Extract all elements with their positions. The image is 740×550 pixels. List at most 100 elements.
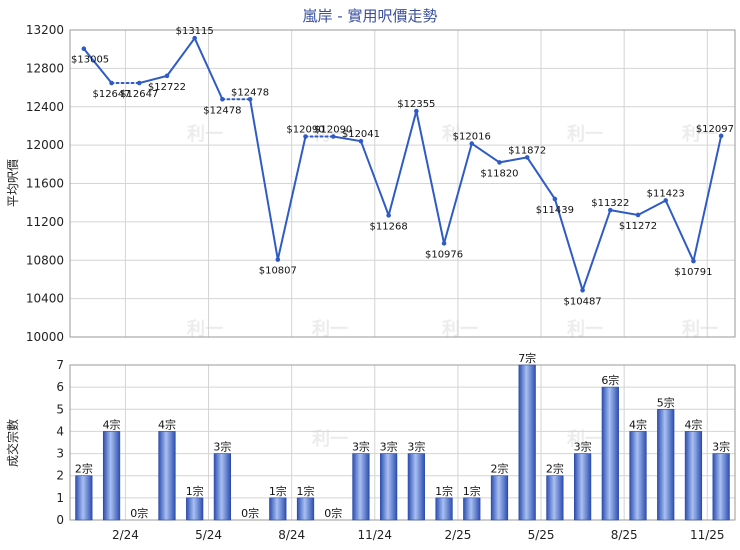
price-point xyxy=(718,133,724,139)
price-line-segment xyxy=(664,199,695,263)
count-data-label: 3宗 xyxy=(407,440,425,454)
price-y-tick-label: 10400 xyxy=(26,292,64,306)
x-tick-label: 5/24 xyxy=(195,528,222,542)
count-data-label: 3宗 xyxy=(213,440,231,454)
price-y-axis-label: 平均呎價 xyxy=(6,159,20,207)
price-y-tick-label: 11600 xyxy=(26,177,64,191)
price-point xyxy=(275,257,281,262)
watermark-text: 利一 xyxy=(442,318,478,340)
price-line-segment xyxy=(249,98,279,261)
count-data-label: 3宗 xyxy=(574,440,592,454)
count-y-tick-label: 0 xyxy=(56,513,64,527)
count-data-label: 0宗 xyxy=(130,506,148,520)
price-point xyxy=(330,134,336,139)
price-data-label: $12097 xyxy=(696,124,734,135)
count-data-label: 4宗 xyxy=(103,417,121,431)
count-data-label: 1宗 xyxy=(186,484,204,498)
count-bar xyxy=(573,453,592,521)
count-bar xyxy=(186,497,204,521)
count-bar xyxy=(102,431,121,521)
price-data-label: $13005 xyxy=(71,55,109,66)
x-tick-label: 8/24 xyxy=(278,528,305,542)
price-point xyxy=(691,258,696,264)
count-data-label: 1宗 xyxy=(297,484,315,498)
count-y-tick-label: 1 xyxy=(56,491,64,505)
watermark-text: 利一 xyxy=(187,123,223,145)
count-bar xyxy=(490,475,509,521)
count-plot-frame xyxy=(69,364,736,521)
count-bar xyxy=(601,386,619,521)
price-line-panel: 10000 10400 10800 11200 11600 12000 12400 12800… xyxy=(26,23,736,344)
count-y-tick-label: 7 xyxy=(56,358,64,372)
price-point xyxy=(164,73,170,79)
x-tick-label: 5/25 xyxy=(528,528,555,542)
chart-title: 嵐岸 - 實用呎價走勢 xyxy=(303,7,438,25)
count-bar xyxy=(296,497,315,521)
count-y-tick-label: 6 xyxy=(56,380,64,394)
price-line-segment xyxy=(276,135,307,261)
price-line-segment xyxy=(82,47,113,85)
count-data-label: 0宗 xyxy=(241,506,259,520)
price-point xyxy=(136,80,142,86)
price-line-segment xyxy=(332,135,362,143)
price-point xyxy=(580,287,585,293)
count-data-label: 5宗 xyxy=(657,395,675,409)
price-point xyxy=(608,207,613,213)
price-data-label: $11820 xyxy=(480,168,518,179)
count-y-tick-label: 5 xyxy=(56,402,64,416)
count-data-label: 1宗 xyxy=(435,484,453,498)
watermark-text: 利一 xyxy=(442,123,478,145)
watermark-text: 利一 xyxy=(312,428,348,450)
count-data-label: 4宗 xyxy=(684,417,702,431)
count-bar xyxy=(158,431,176,521)
price-data-label: $12041 xyxy=(342,129,380,140)
price-data-label: $10976 xyxy=(425,249,463,260)
price-data-label: $12090 xyxy=(286,124,324,135)
price-point xyxy=(469,141,475,146)
price-line-segment xyxy=(443,142,473,245)
count-data-label: 2宗 xyxy=(546,462,564,476)
price-y-tick-label: 12400 xyxy=(26,100,64,114)
price-point xyxy=(192,35,197,41)
price-y-tick-label: 10800 xyxy=(26,253,64,267)
count-y-tick-label: 4 xyxy=(56,424,64,438)
price-data-label: $12355 xyxy=(397,99,435,110)
price-line-segment xyxy=(193,37,224,101)
count-bar xyxy=(435,497,453,521)
price-data-label: $12478 xyxy=(203,105,241,116)
price-line-segment xyxy=(138,74,168,85)
price-data-label: $10487 xyxy=(564,296,602,307)
price-y-tick-label: 12800 xyxy=(26,61,64,75)
watermark-text: 利一 xyxy=(567,123,603,145)
price-line-segment xyxy=(637,199,667,216)
price-data-label: $12090 xyxy=(314,124,352,135)
price-y-tick-label: 12000 xyxy=(26,138,64,152)
price-line-segment xyxy=(526,156,556,200)
count-data-label: 3宗 xyxy=(712,440,730,454)
price-data-label: $11272 xyxy=(619,221,657,232)
price-data-label: $11268 xyxy=(370,221,408,232)
watermark-text: 利一 xyxy=(312,318,348,340)
count-data-label: 6宗 xyxy=(601,373,619,387)
price-y-tick-label: 13200 xyxy=(26,23,64,37)
x-tick-label: 8/25 xyxy=(611,528,638,542)
price-line-segment xyxy=(581,209,612,292)
price-point xyxy=(441,241,447,246)
x-tick-label: 2/25 xyxy=(444,528,471,542)
price-data-label: $10791 xyxy=(674,267,712,278)
count-data-label: 1宗 xyxy=(463,484,481,498)
watermark-text: 利一 xyxy=(682,123,718,145)
transactions-bar-panel: 0 1 2 3 4 5 6 7 2/24 5/24 8/24 11/24 2/25 5/25 8/25 11/… xyxy=(56,351,736,542)
count-data-label: 4宗 xyxy=(158,417,176,431)
price-data-label: $13115 xyxy=(176,26,214,37)
price-data-label: $12647 xyxy=(92,89,130,100)
count-bar xyxy=(352,453,370,521)
price-point xyxy=(635,212,641,218)
price-point xyxy=(109,80,114,86)
price-point xyxy=(386,213,391,218)
price-line-segment xyxy=(387,110,418,217)
price-data-label: $11423 xyxy=(647,188,685,199)
count-data-label: 3宗 xyxy=(352,440,370,454)
count-data-label: 2宗 xyxy=(75,462,93,476)
price-point xyxy=(358,138,364,144)
